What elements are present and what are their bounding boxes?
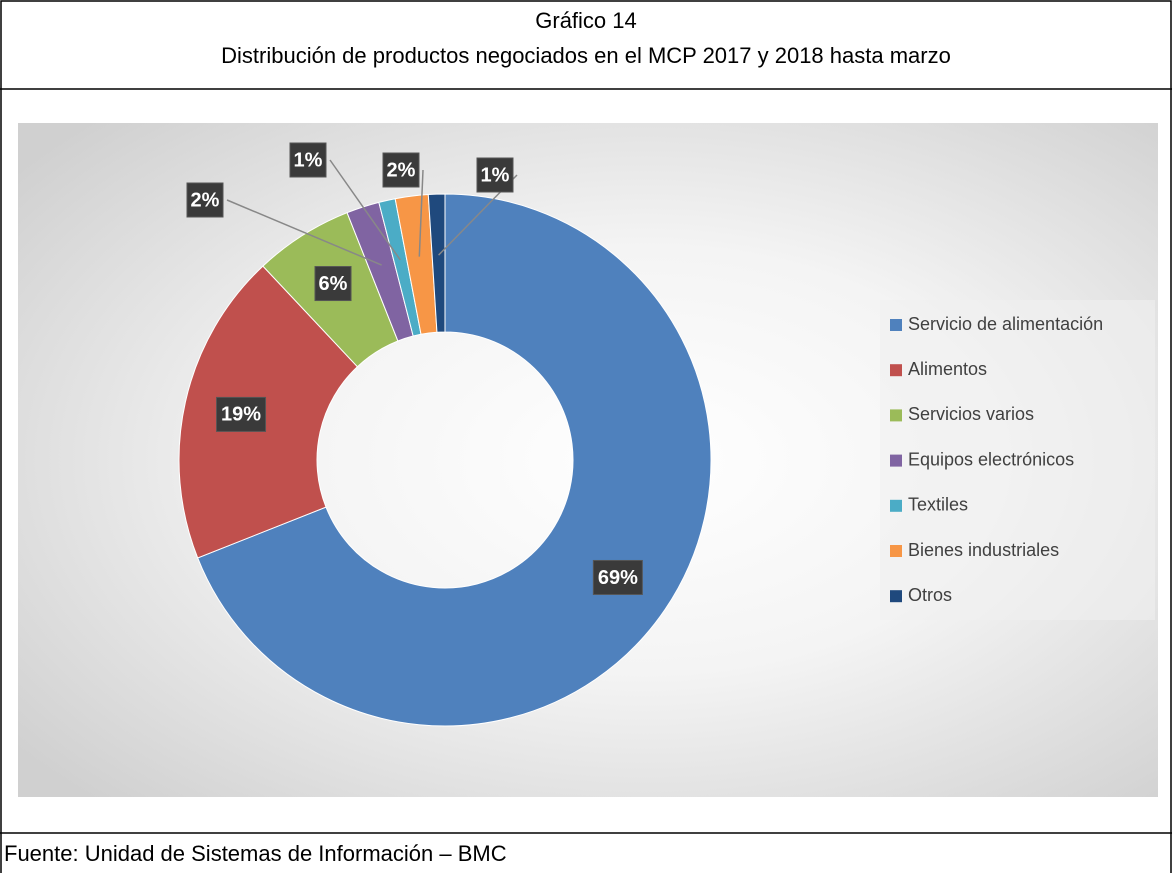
legend-swatch xyxy=(890,319,902,331)
slice xyxy=(178,265,359,559)
legend-label: Servicios varios xyxy=(908,404,1034,424)
data-label: 6% xyxy=(319,273,348,295)
slice xyxy=(427,193,446,333)
data-label: 2% xyxy=(191,189,220,211)
legend-swatch xyxy=(890,409,902,422)
legend-swatch xyxy=(890,364,902,377)
leader-line xyxy=(418,169,424,257)
legend-label: Servicio de alimentación xyxy=(908,314,1103,334)
legend-label: Bienes industriales xyxy=(908,540,1059,560)
chart-title: Gráfico 14 xyxy=(535,8,637,33)
data-label: 1% xyxy=(481,164,510,186)
legend-swatch xyxy=(890,545,902,557)
legend-label: Alimentos xyxy=(908,359,987,379)
label-box xyxy=(186,182,224,218)
label-box xyxy=(314,266,352,302)
leader-line xyxy=(329,159,401,261)
label-box xyxy=(289,142,327,178)
legend-swatch xyxy=(890,590,902,603)
data-label: 2% xyxy=(387,159,416,181)
chart-subtitle: Distribución de productos negociados en … xyxy=(221,43,951,68)
legend-label: Textiles xyxy=(908,495,968,515)
label-box xyxy=(476,157,514,193)
slice xyxy=(197,193,712,727)
data-label: 1% xyxy=(294,149,323,171)
legend-swatch xyxy=(890,499,902,512)
legend-label: Otros xyxy=(908,585,952,605)
legend-swatch xyxy=(890,454,902,467)
data-label: 69% xyxy=(598,567,638,589)
data-label: 19% xyxy=(221,404,261,426)
source: Fuente: Unidad de Sistemas de Informació… xyxy=(4,841,507,866)
label-box xyxy=(382,152,420,188)
legend-label: Equipos electrónicos xyxy=(908,449,1074,469)
label-box xyxy=(216,396,267,432)
leader-line xyxy=(226,199,382,266)
legend-box xyxy=(880,300,1155,620)
label-box xyxy=(592,559,643,595)
